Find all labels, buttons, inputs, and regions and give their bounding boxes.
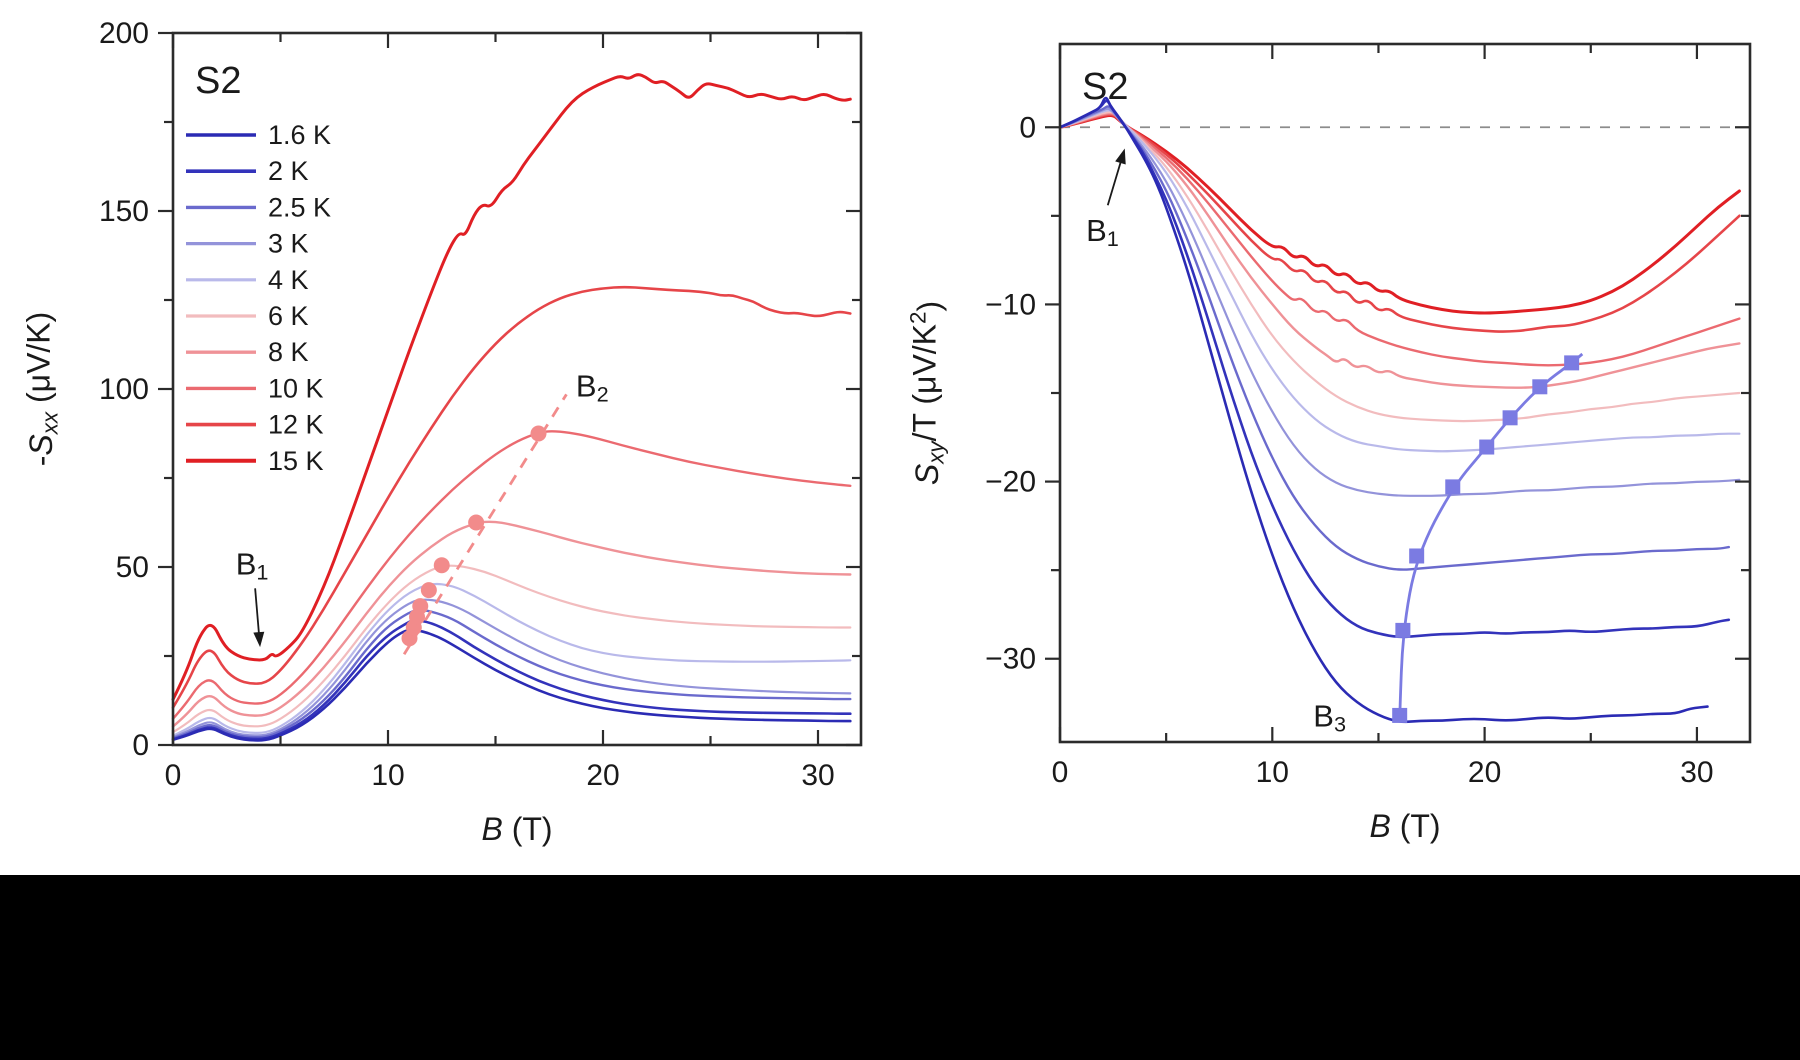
legend-label: 6 K	[268, 301, 309, 331]
marker-square	[1445, 479, 1461, 495]
legend-label: 2.5 K	[268, 192, 331, 222]
legend-label: 3 K	[268, 229, 309, 259]
series-line-10-K	[171, 430, 852, 720]
legend-label: 12 K	[268, 410, 324, 440]
marker-dot	[530, 425, 547, 442]
legend-label: 4 K	[268, 265, 309, 295]
x-axis-title: B (T)	[481, 811, 552, 847]
left-chart-sxx: 0 10 20 30 0 50 100 150 200 B (T) -Sxx (μV/K) 1.6 K…	[21, 17, 863, 847]
legend-label: 8 K	[268, 337, 309, 367]
marker-square	[1409, 548, 1425, 564]
y-axis-title: Sxy/T (μV/K2)	[906, 301, 949, 485]
annotation-arrow	[254, 588, 260, 636]
marker-square	[1392, 707, 1408, 723]
series-line-2.5-K	[1058, 105, 1730, 571]
annotation-arrowhead	[253, 631, 265, 648]
x-tick-label: 10	[371, 759, 404, 792]
b2-label: B2	[576, 368, 609, 406]
marker-dot	[468, 514, 485, 531]
x-tick-label: 20	[586, 759, 619, 792]
x-tick-label: 30	[801, 759, 834, 792]
x-tick-label: 10	[1256, 756, 1289, 789]
y-tick-label: 100	[99, 373, 149, 406]
legend-label: 15 K	[268, 446, 324, 476]
series-line-8-K	[171, 520, 852, 728]
plot-area	[171, 73, 852, 742]
marker-square	[1479, 439, 1495, 455]
marker-square	[1502, 410, 1518, 426]
x-tick-label: 0	[165, 759, 182, 792]
series-line-15-K	[1058, 114, 1741, 315]
x-axis-title: B (T)	[1369, 808, 1440, 844]
marker-dot	[420, 582, 437, 599]
sample-label: S2	[195, 60, 241, 102]
y-tick-label: −10	[985, 288, 1036, 321]
y-tick-label: −20	[985, 466, 1036, 499]
marker-square	[1564, 355, 1580, 371]
series-line-4-K	[171, 582, 852, 737]
b3-label: B3	[1313, 698, 1346, 736]
y-tick-label: 150	[99, 195, 149, 228]
series-line-2-K	[171, 619, 852, 741]
sample-label: S2	[1082, 66, 1128, 108]
bottom-black-bar	[0, 875, 1800, 1060]
series-line-1.6-K	[171, 628, 852, 742]
annotation-arrow	[1106, 159, 1123, 206]
marker-square	[1395, 622, 1411, 638]
legend-label: 2 K	[268, 156, 309, 186]
y-axis-title: -Sxx (μV/K)	[21, 312, 63, 467]
marker-connector	[1398, 352, 1584, 723]
y-tick-label: 50	[116, 551, 149, 584]
y-tick-label: 0	[1019, 111, 1036, 144]
series-line-15-K	[171, 73, 852, 701]
y-tick-label: 200	[99, 17, 149, 50]
annotation-arrowhead	[1115, 148, 1126, 165]
legend-label: 10 K	[268, 373, 324, 403]
series-line-3-K	[171, 598, 852, 739]
marker-dot	[412, 598, 429, 615]
legend-label: 1.6 K	[268, 120, 331, 150]
series-line-2.5-K	[171, 608, 852, 740]
series-line-1.6-K	[1058, 96, 1709, 724]
series-line-12-K	[171, 285, 852, 709]
y-tick-label: 0	[132, 729, 149, 762]
marker-dot	[433, 557, 450, 574]
marker-square	[1532, 379, 1548, 395]
b1-label: B1	[236, 546, 269, 584]
x-tick-label: 30	[1680, 756, 1713, 789]
x-tick-label: 0	[1052, 756, 1069, 789]
right-chart-sxy: 0 10 20 30 0 −10 −20 −30 B (T) Sxy/T (μV/K2) S2 B1 B…	[906, 42, 1752, 844]
b1-label: B1	[1086, 213, 1119, 251]
plot-area	[1058, 96, 1750, 724]
series-line-6-K	[171, 564, 852, 734]
x-tick-label: 20	[1468, 756, 1501, 789]
y-tick-label: −30	[985, 643, 1036, 676]
